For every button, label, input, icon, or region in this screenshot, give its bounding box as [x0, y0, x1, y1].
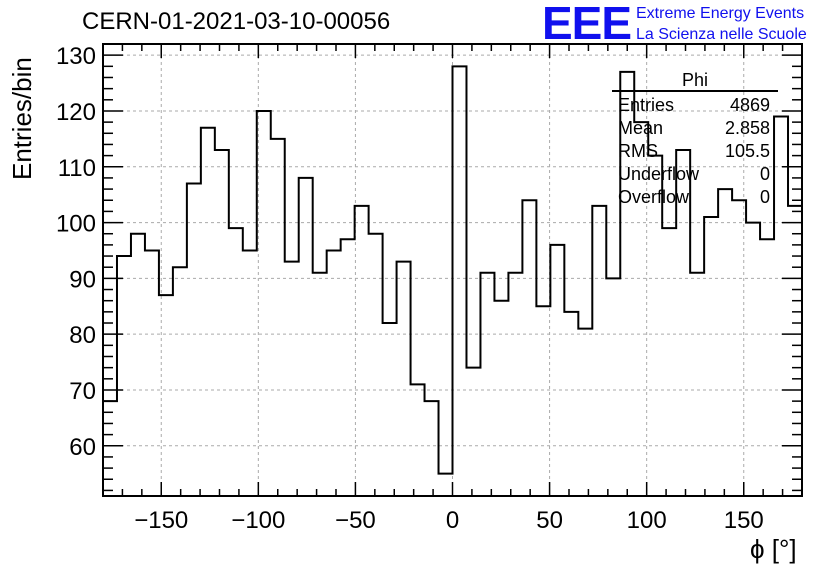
stats-label: Mean	[618, 118, 664, 138]
y-tick-label: 120	[56, 99, 96, 126]
stats-value: 4869	[729, 95, 770, 115]
tick-labels: −150 −100 −50 0 50 100 150 60 70 80 90 100 110 120 130	[56, 43, 764, 534]
axis-ticks	[102, 43, 803, 496]
y-tick-label: 130	[56, 43, 96, 70]
x-tick-label: 0	[446, 507, 459, 534]
x-tick-label: 50	[536, 507, 563, 534]
stats-value: 105.5	[724, 141, 770, 161]
y-tick-label: 110	[58, 155, 96, 182]
y-tick-label: 80	[69, 322, 96, 349]
stats-row-overflow: Overflow 0	[612, 186, 778, 209]
stats-value: 0	[759, 164, 770, 184]
x-tick-label: −50	[335, 507, 376, 534]
stats-box: Phi Entries 4869 Mean 2.858 RMS 105.5 Un…	[612, 70, 778, 209]
stats-label: Overflow	[618, 187, 690, 207]
x-axis-label: ϕ [°]	[750, 534, 797, 564]
y-tick-label: 100	[56, 211, 96, 238]
stats-row-mean: Mean 2.858	[612, 117, 778, 140]
histogram-series-line	[103, 65, 802, 475]
x-tick-label: 150	[724, 507, 764, 534]
stats-label: RMS	[618, 141, 658, 161]
y-tick-label: 70	[69, 378, 96, 405]
chart-title: CERN-01-2021-03-10-00056	[82, 8, 391, 35]
y-tick-label: 90	[69, 266, 96, 293]
stats-label: Entries	[618, 95, 675, 115]
y-tick-label: 60	[69, 434, 96, 461]
stats-value: 0	[759, 187, 770, 207]
x-tick-label: 100	[627, 507, 667, 534]
y-axis-label: Entries/bin	[7, 57, 37, 180]
stats-title: Phi	[612, 70, 778, 92]
stats-label: Underflow	[618, 164, 700, 184]
x-tick-label: −150	[134, 507, 188, 534]
x-tick-label: −100	[231, 507, 285, 534]
stats-row-rms: RMS 105.5	[612, 140, 778, 163]
eee-logo: EEE	[542, 0, 632, 49]
stats-row-underflow: Underflow 0	[612, 163, 778, 186]
stats-row-entries: Entries 4869	[612, 94, 778, 117]
logo-subtitle-line1: Extreme Energy Events	[636, 5, 805, 22]
logo-subtitle-line2: La Scienza nelle Scuole	[636, 26, 807, 43]
stats-value: 2.858	[724, 118, 770, 138]
